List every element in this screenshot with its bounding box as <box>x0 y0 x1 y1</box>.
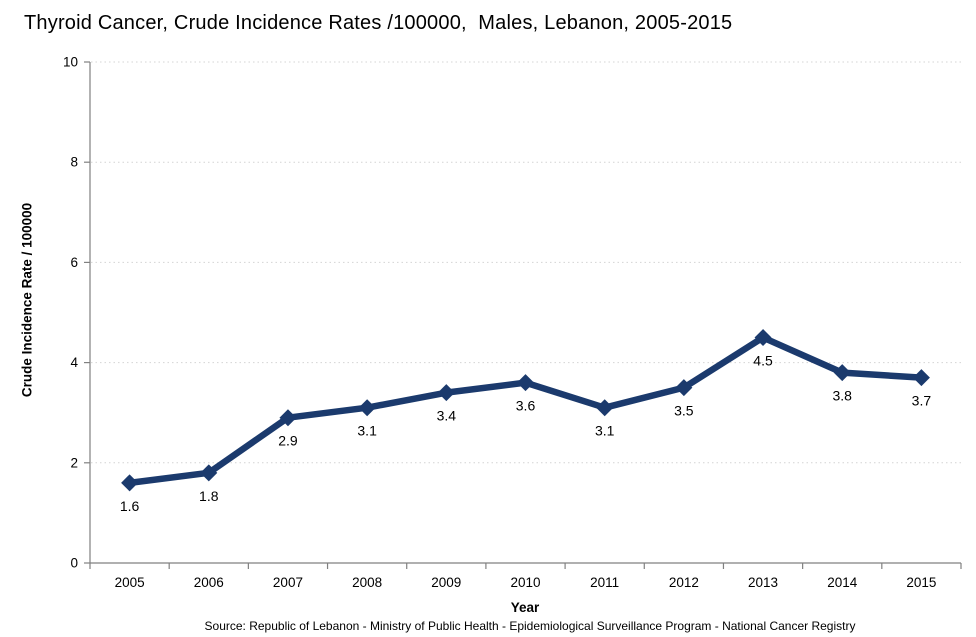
data-label: 2.9 <box>278 433 298 449</box>
x-tick-label: 2006 <box>194 575 224 590</box>
y-tick-label: 0 <box>70 556 78 571</box>
source-note: Source: Republic of Lebanon - Ministry o… <box>204 619 856 633</box>
x-tick-label: 2012 <box>669 575 699 590</box>
data-point-marker <box>437 384 455 402</box>
data-point-marker <box>675 379 693 397</box>
x-tick-label: 2014 <box>827 575 858 590</box>
y-tick-label: 8 <box>70 155 78 170</box>
data-label: 3.7 <box>912 393 932 409</box>
x-tick-label: 2007 <box>273 575 303 590</box>
y-tick-label: 4 <box>70 355 78 370</box>
y-tick-label: 2 <box>70 455 78 470</box>
data-point-marker <box>596 399 614 417</box>
data-label: 1.6 <box>120 498 140 514</box>
x-tick-label: 2011 <box>590 575 619 590</box>
x-tick-label: 2008 <box>352 575 382 590</box>
y-tick-label: 6 <box>70 255 78 270</box>
chart-title: Thyroid Cancer, Crude Incidence Rates /1… <box>24 12 733 34</box>
data-label: 3.6 <box>516 398 536 414</box>
data-label: 3.1 <box>357 423 377 439</box>
x-tick-label: 2010 <box>510 575 540 590</box>
data-point-marker <box>754 329 772 347</box>
data-label: 3.8 <box>832 388 852 404</box>
x-tick-label: 2015 <box>906 575 936 590</box>
data-label: 3.1 <box>595 423 615 439</box>
data-point-marker <box>121 474 139 492</box>
data-point-marker <box>279 409 297 427</box>
data-point-marker <box>358 399 376 417</box>
y-tick-label: 10 <box>63 55 78 70</box>
x-axis-title: Year <box>510 600 540 615</box>
y-axis-title: Crude Incidence Rate / 100000 <box>19 202 35 398</box>
x-tick-label: 2013 <box>748 575 778 590</box>
data-label: 3.5 <box>674 403 694 419</box>
data-point-marker <box>517 374 534 392</box>
data-point-marker <box>912 369 930 387</box>
x-tick-label: 2005 <box>115 575 145 590</box>
data-point-marker <box>833 364 851 382</box>
data-label: 4.5 <box>753 353 773 369</box>
x-tick-label: 2009 <box>431 575 461 590</box>
data-point-marker <box>200 464 218 482</box>
data-label: 3.4 <box>437 408 457 424</box>
data-label: 1.8 <box>199 488 219 504</box>
